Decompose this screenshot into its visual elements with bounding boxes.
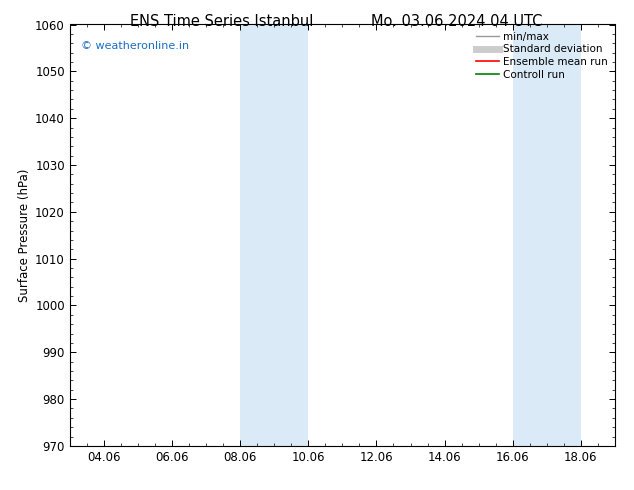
Bar [240,24,274,446]
Text: Mo. 03.06.2024 04 UTC: Mo. 03.06.2024 04 UTC [371,14,542,29]
Y-axis label: Surface Pressure (hPa): Surface Pressure (hPa) [18,169,31,302]
Bar [275,24,308,446]
Bar [513,24,547,446]
Bar [547,24,581,446]
Legend: min/max, Standard deviation, Ensemble mean run, Controll run: min/max, Standard deviation, Ensemble me… [474,30,610,82]
Text: © weatheronline.in: © weatheronline.in [81,41,189,51]
Text: ENS Time Series Istanbul: ENS Time Series Istanbul [130,14,314,29]
